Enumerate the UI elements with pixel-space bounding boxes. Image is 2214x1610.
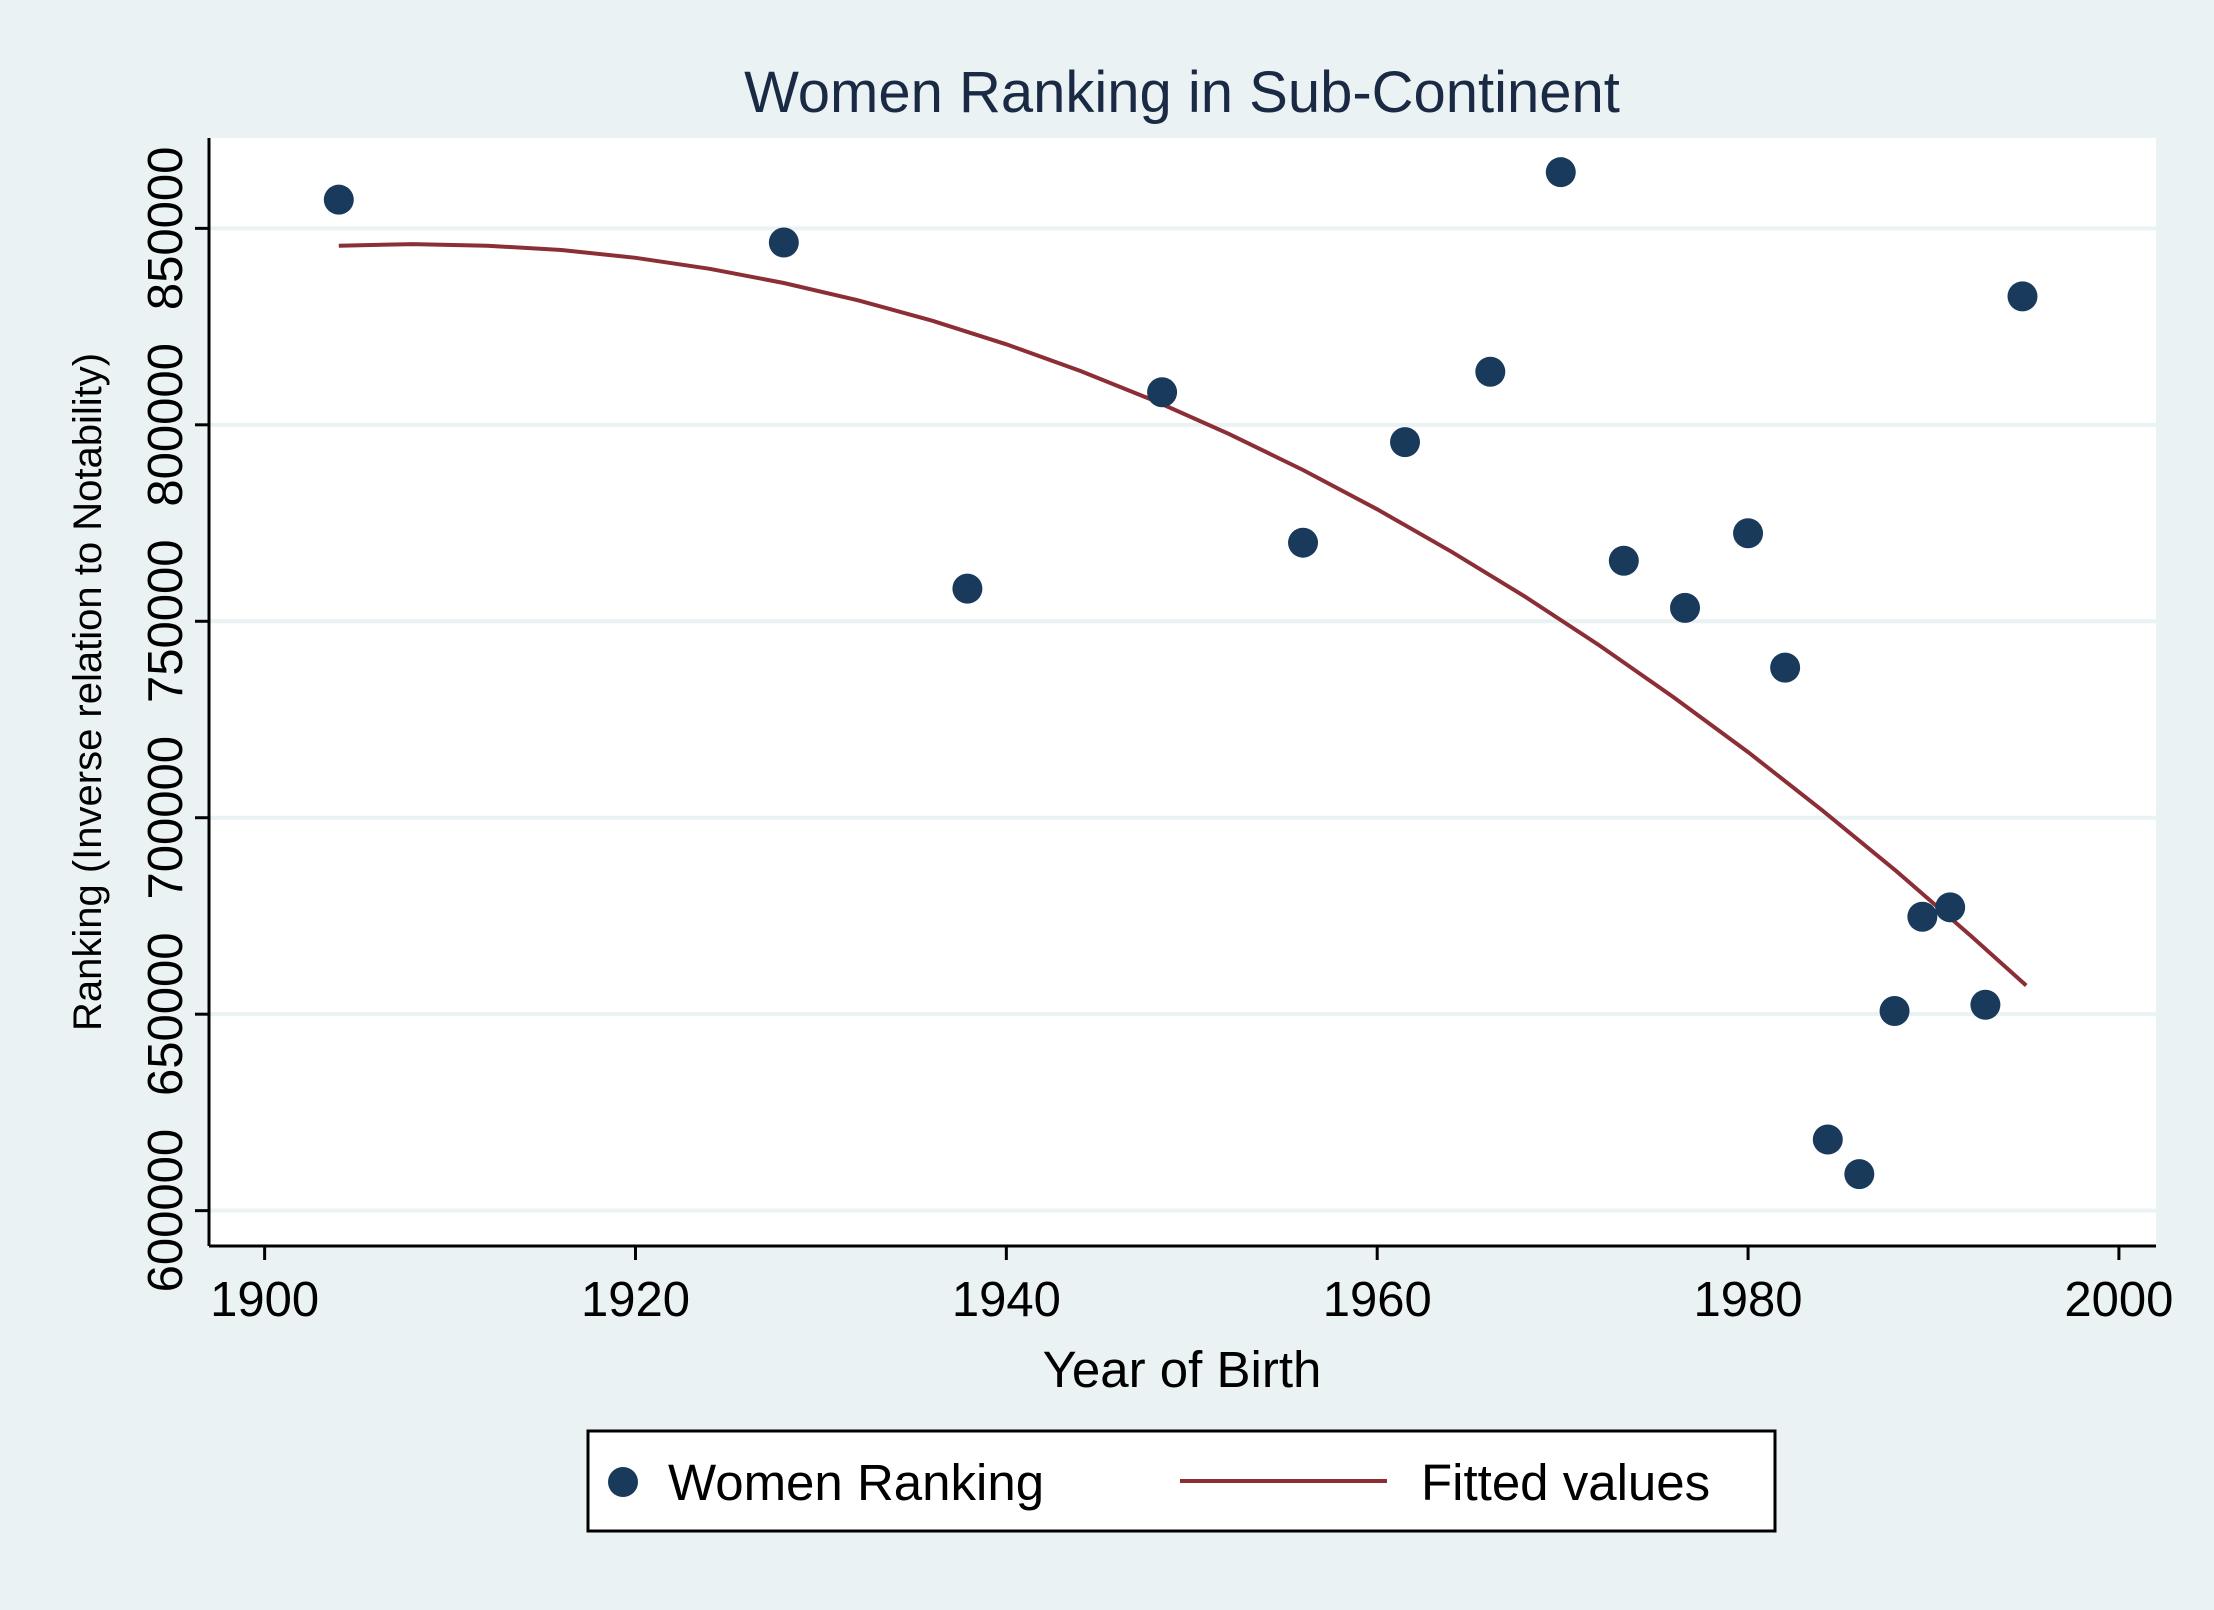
x-tick-label-0: 1900 xyxy=(210,1273,319,1327)
y-tick-label-3: 750000 xyxy=(139,540,193,704)
x-tick-label-1: 1920 xyxy=(581,1273,690,1327)
data-point-1 xyxy=(768,227,799,258)
data-point-4 xyxy=(1288,527,1319,558)
data-point-9 xyxy=(1670,592,1701,623)
y-tick-label-0: 600000 xyxy=(139,1129,193,1293)
y-tick-label-4: 800000 xyxy=(139,343,193,507)
data-point-7 xyxy=(1545,157,1576,188)
data-point-3 xyxy=(1147,377,1178,408)
x-tick-label-4: 1980 xyxy=(1694,1273,1803,1327)
data-point-13 xyxy=(1844,1159,1875,1190)
data-point-0 xyxy=(323,184,354,215)
x-tick-label-2: 1940 xyxy=(952,1273,1061,1327)
data-point-16 xyxy=(1935,892,1966,923)
data-point-2 xyxy=(952,573,983,604)
legend-label-women-ranking: Women Ranking xyxy=(668,1454,1044,1511)
tick-labels: 600000 650000 700000 750000 800000 850000 1900… xyxy=(139,147,2173,1327)
data-point-14 xyxy=(1879,996,1910,1027)
y-tick-label-2: 700000 xyxy=(139,736,193,900)
chart-title: Women Ranking in Sub-Continent xyxy=(744,60,1620,125)
data-point-15 xyxy=(1907,901,1938,932)
data-point-5 xyxy=(1390,427,1421,458)
x-tick-label-5: 2000 xyxy=(2064,1273,2173,1327)
y-axis-label: Ranking (Inverse relation to Notability) xyxy=(66,353,110,1031)
data-point-11 xyxy=(1770,652,1801,683)
x-axis-label: Year of Birth xyxy=(1043,1341,1322,1398)
legend-label-fitted-values: Fitted values xyxy=(1421,1454,1710,1511)
axes xyxy=(195,138,2156,1260)
y-tick-label-5: 850000 xyxy=(139,147,193,311)
data-point-17 xyxy=(1970,989,2001,1020)
data-point-18 xyxy=(2007,281,2038,312)
y-tick-label-1: 650000 xyxy=(139,932,193,1096)
legend: Women Ranking Fitted values xyxy=(586,1429,1777,1533)
data-series xyxy=(323,157,2038,1190)
data-point-8 xyxy=(1608,545,1639,576)
legend-marker-women-ranking xyxy=(608,1467,638,1497)
gridlines xyxy=(209,226,2156,1213)
series-line-fitted-values xyxy=(338,242,2028,987)
data-point-10 xyxy=(1733,518,1764,549)
plot-area xyxy=(209,138,2156,1246)
data-point-6 xyxy=(1475,356,1506,387)
data-point-12 xyxy=(1812,1124,1843,1155)
x-tick-label-3: 1960 xyxy=(1323,1273,1432,1327)
